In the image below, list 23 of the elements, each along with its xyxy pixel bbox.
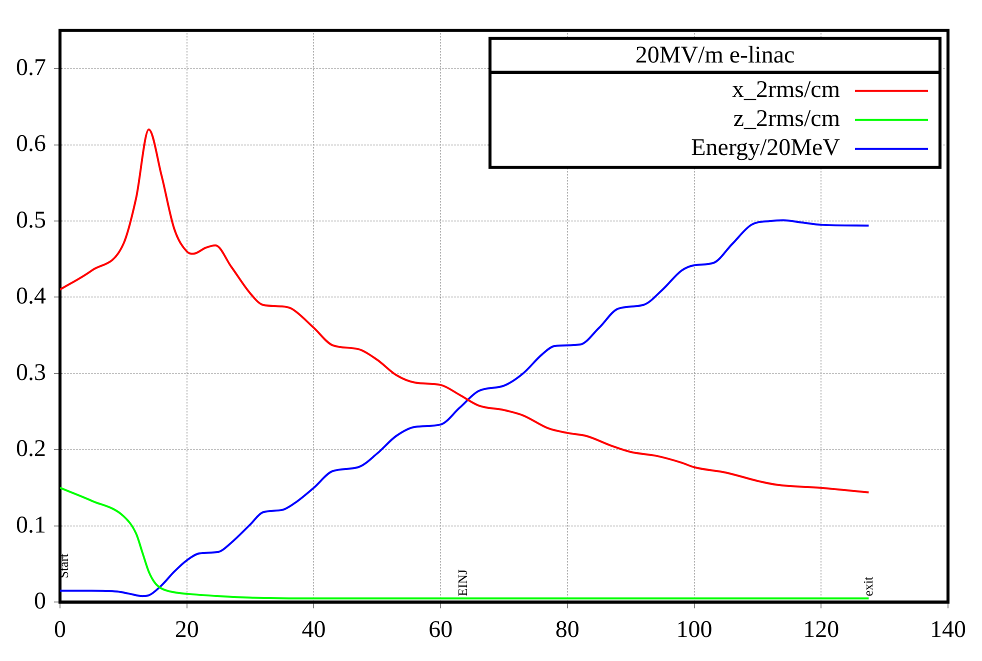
x-tick-label: 120: [803, 616, 840, 643]
y-tick-label: 0.7: [16, 54, 46, 81]
x-tick-label: 80: [555, 616, 580, 643]
x-tick-label: 140: [930, 616, 966, 643]
legend-label: x_2rms/cm: [732, 77, 840, 104]
line-series: [60, 128, 870, 494]
annotation: exit: [860, 576, 876, 596]
y-tick-label: 0.6: [16, 131, 46, 158]
legend-label: Energy/20MeV: [691, 135, 841, 162]
y-tick-label: 0.1: [16, 512, 46, 538]
y-tick-label: 0: [34, 588, 46, 614]
x-tick-label: 20: [174, 616, 199, 643]
y-tick-label: 0.2: [16, 436, 46, 462]
y-tick-label: 0.5: [16, 207, 46, 234]
legend-title: 20MV/m e-linac: [635, 42, 795, 69]
legend-label: z_2rms/cm: [733, 106, 840, 132]
annotation: EINJ: [454, 569, 470, 596]
y-tick-label: 0.3: [16, 360, 46, 386]
x-tick-label: 40: [302, 616, 326, 643]
x-tick-label: 0: [54, 616, 66, 643]
x-tick-label: 60: [428, 616, 453, 643]
x-tick-label: 100: [676, 616, 712, 643]
y-tick-label: 0.4: [16, 284, 46, 310]
